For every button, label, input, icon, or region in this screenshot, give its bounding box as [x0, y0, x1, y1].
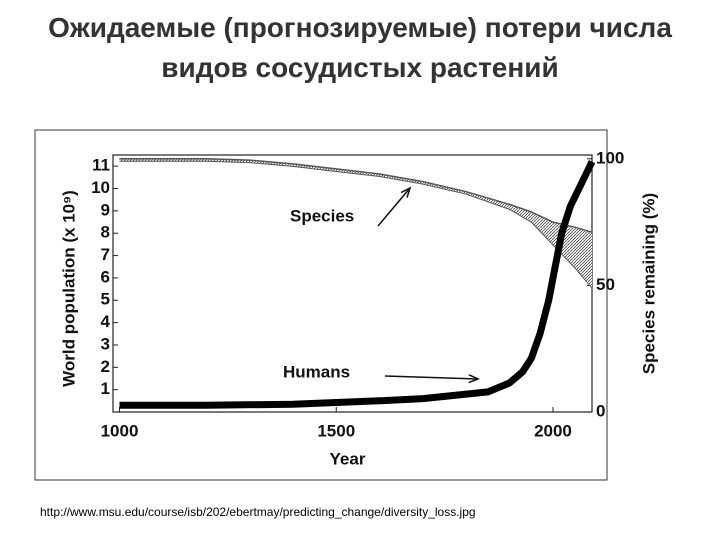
- y-tick-label: 8: [101, 223, 110, 242]
- label-arrow: [384, 375, 479, 380]
- source-url: http://www.msu.edu/course/isb/202/ebertm…: [40, 505, 476, 519]
- x-tick-label: 2000: [534, 421, 572, 440]
- y-tick-label: 2: [101, 357, 110, 376]
- y2-axis-label: Species remaining (%): [639, 193, 658, 374]
- y2-tick-label: 100: [596, 148, 624, 167]
- y-tick-label: 10: [91, 178, 110, 197]
- y-tick-label: 1: [101, 379, 110, 398]
- label-arrow: [377, 187, 411, 227]
- x-axis-label: Year: [330, 449, 366, 468]
- arrow-head: [468, 374, 480, 384]
- y-tick-label: 5: [101, 290, 110, 309]
- species-low-line: [119, 160, 593, 289]
- y-tick-label: 3: [101, 334, 110, 353]
- y2-tick-label: 50: [596, 275, 615, 294]
- y-tick-label: 7: [101, 245, 110, 264]
- x-tick-label: 1000: [101, 421, 139, 440]
- arrow-head: [400, 186, 412, 198]
- y-axis-label: World population (x 10⁹): [59, 190, 78, 387]
- species-line: [119, 158, 593, 233]
- slide-title: Ожидаемые (прогнозируемые) потери числа …: [48, 12, 672, 83]
- species-band: [119, 158, 592, 288]
- image-frame: [34, 129, 608, 481]
- y-tick-label: 6: [101, 267, 110, 286]
- x-tick-label: 1500: [317, 421, 355, 440]
- y-tick-label: 11: [92, 156, 110, 175]
- y2-tick-label: 0: [596, 401, 605, 420]
- y-tick-label: 9: [101, 200, 110, 219]
- series-label: Humans: [283, 362, 350, 381]
- y-tick-label: 4: [101, 312, 111, 331]
- series-label: Species: [290, 206, 354, 225]
- humans-line: [119, 160, 596, 409]
